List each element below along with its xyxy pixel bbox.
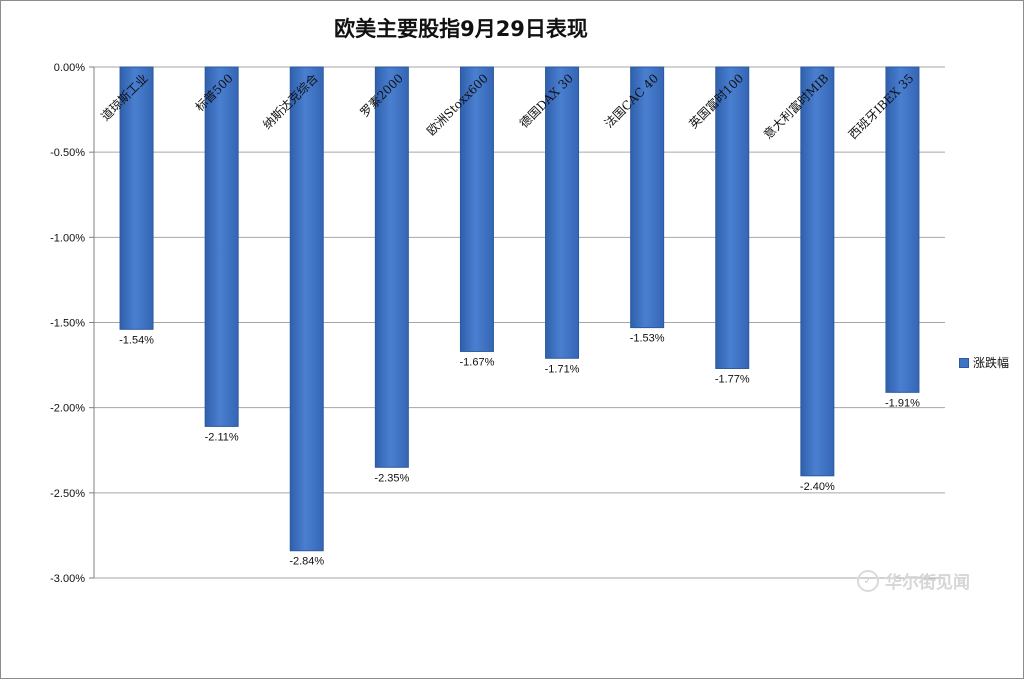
y-axis: 0.00% -0.50% -1.00% -1.50% -2.00% -2.50% -3.00… <box>50 62 95 585</box>
data-label: -2.11% <box>205 431 239 443</box>
y-tick-label: -1.00% <box>50 232 85 244</box>
data-label: -1.71% <box>545 363 580 375</box>
data-label: -1.77% <box>715 373 750 385</box>
bar <box>459 66 494 352</box>
legend-swatch <box>959 357 969 368</box>
chart-title: 欧美主要股指9月29日表现 <box>334 17 588 41</box>
watermark-text: 华尔街见闻 <box>885 573 970 593</box>
data-label: -2.84% <box>289 556 324 568</box>
legend-label: 涨跌幅 <box>973 356 1010 370</box>
y-tick-label: 0.00% <box>54 62 85 74</box>
bars <box>119 66 920 552</box>
data-label: -1.54% <box>119 334 154 346</box>
data-label: -2.40% <box>800 481 835 493</box>
data-label: -1.67% <box>460 356 495 368</box>
bar <box>204 66 239 427</box>
data-labels: -1.54% -2.11% -2.84% -2.35% -1.67% -1.71% -1.5… <box>119 333 920 568</box>
watermark: ✓ 华尔街见闻 <box>857 568 970 593</box>
wallstreetcn-logo-icon: ✓ <box>857 569 879 592</box>
bar <box>630 66 665 329</box>
y-tick-label: -2.00% <box>50 403 85 415</box>
bar <box>119 66 154 330</box>
bar <box>545 66 580 359</box>
bar <box>885 66 920 393</box>
legend: 涨跌幅 <box>959 354 1009 371</box>
y-tick-label: -0.50% <box>50 147 85 159</box>
y-tick-label: -2.50% <box>50 488 85 500</box>
y-tick-label: -3.00% <box>50 573 85 585</box>
bar <box>715 66 750 369</box>
y-tick-label: -1.50% <box>50 318 85 330</box>
data-label: -1.91% <box>885 397 920 409</box>
bar <box>800 66 835 477</box>
bar <box>289 66 324 552</box>
data-label: -2.35% <box>374 472 409 484</box>
bar <box>374 66 409 468</box>
data-label: -1.53% <box>630 333 665 345</box>
